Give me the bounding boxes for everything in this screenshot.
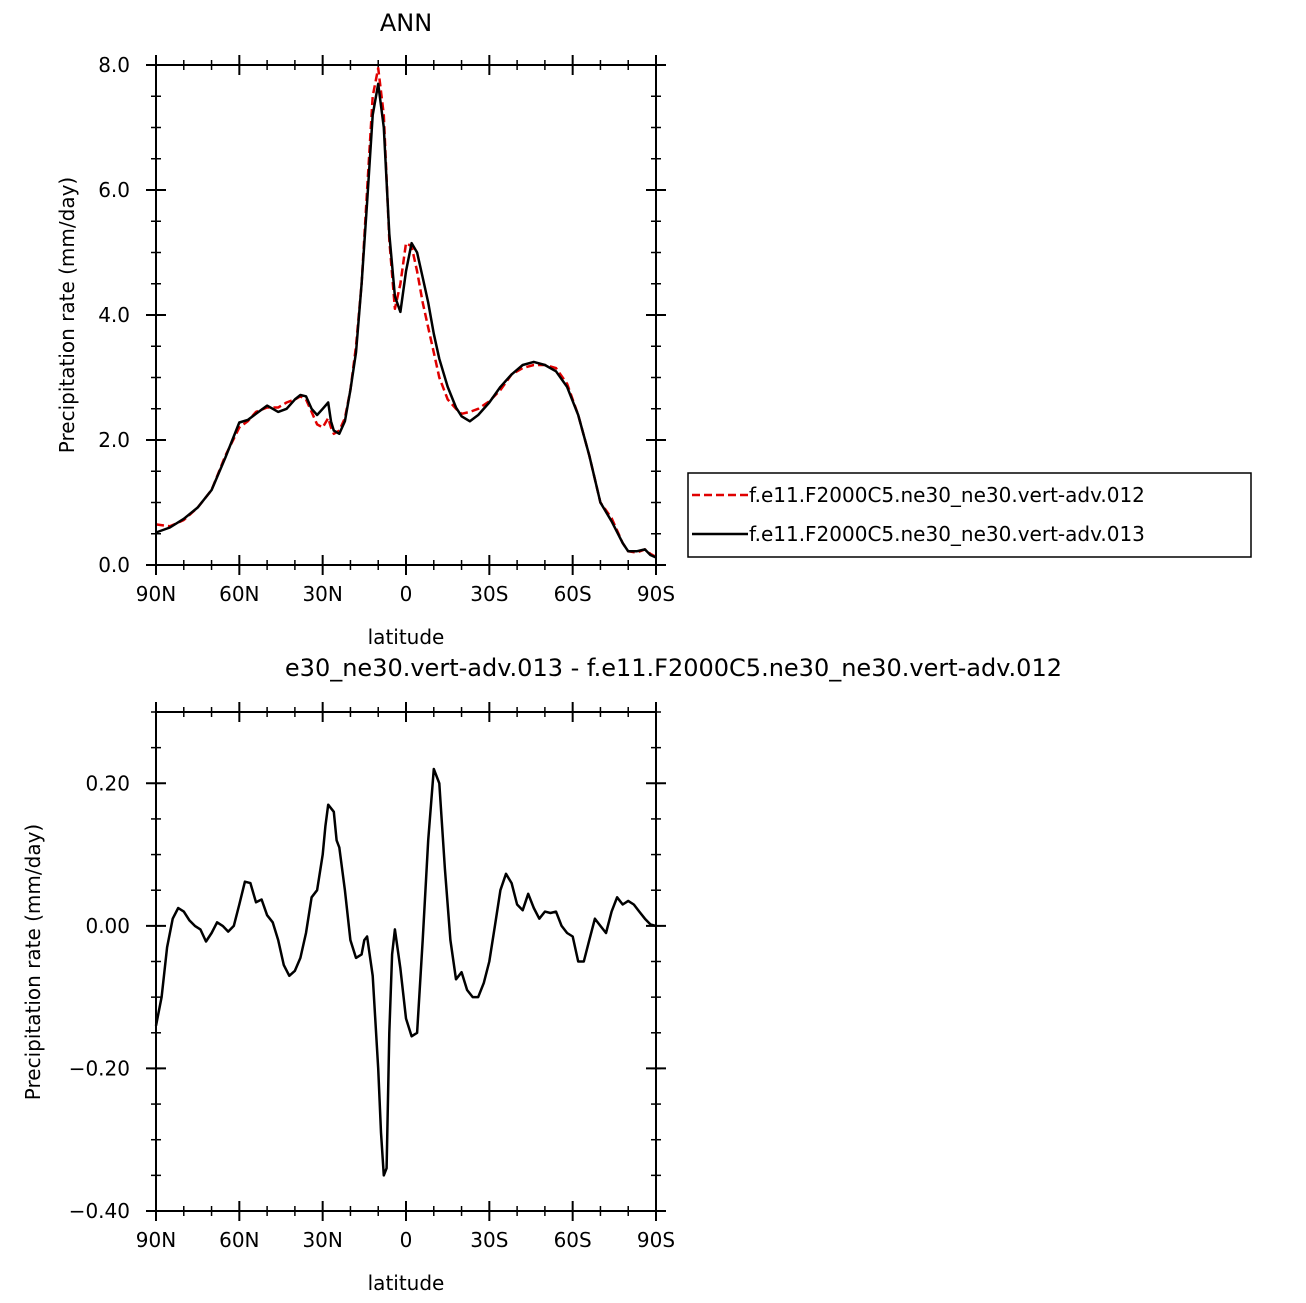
bottom-x-tick-label: 30N [302, 1228, 342, 1252]
top-series-line-0 [155, 66, 657, 558]
top-plot-frame [155, 64, 657, 566]
top-y-tick-label: 8.0 [98, 53, 130, 77]
bottom-x-tick-label: 60S [554, 1228, 592, 1252]
top-series-line-1 [155, 82, 657, 559]
top-y-tick-label: 6.0 [98, 178, 130, 202]
legend-box [687, 472, 1252, 558]
top-panel: ANN latitude Precipitation rate (mm/day)… [55, 9, 675, 649]
bottom-x-tick-label: 90S [637, 1228, 675, 1252]
top-panel-title: ANN [380, 9, 432, 37]
bottom-panel: e30_ne30.vert-adv.013 - f.e11.F2000C5.ne… [21, 654, 1062, 1295]
bottom-panel-title: e30_ne30.vert-adv.013 - f.e11.F2000C5.ne… [285, 654, 1062, 682]
legend: f.e11.F2000C5.ne30_ne30.vert-adv.012 f.e… [687, 472, 1252, 558]
top-tick-labels: 90N 60N 30N 0 30S 60S 90S 0.0 2.0 4.0 6.0 8.0 [98, 53, 675, 606]
top-y-tick-label: 2.0 [98, 428, 130, 452]
bottom-x-tick-label: 0 [400, 1228, 413, 1252]
bottom-plot-frame [155, 711, 657, 1212]
bottom-x-tick-label: 60N [219, 1228, 259, 1252]
top-x-tick-label: 30N [302, 582, 342, 606]
top-x-tick-label: 0 [400, 582, 413, 606]
top-ticks [146, 55, 666, 575]
top-x-axis-title: latitude [368, 625, 445, 649]
top-x-tick-label: 30S [470, 582, 508, 606]
bottom-y-tick-label: 0.20 [85, 771, 130, 795]
top-x-tick-label: 60N [219, 582, 259, 606]
top-y-tick-label: 4.0 [98, 303, 130, 327]
bottom-x-tick-label: 90N [136, 1228, 176, 1252]
bottom-x-axis-title: latitude [368, 1271, 445, 1295]
top-x-tick-label: 90S [637, 582, 675, 606]
bottom-y-tick-label: 0.00 [85, 914, 130, 938]
bottom-ticks [146, 702, 666, 1221]
top-x-tick-label: 60S [554, 582, 592, 606]
legend-label-013: f.e11.F2000C5.ne30_ne30.vert-adv.013 [749, 522, 1145, 546]
bottom-x-tick-label: 30S [470, 1228, 508, 1252]
top-y-tick-label: 0.0 [98, 553, 130, 577]
top-x-tick-label: 90N [136, 582, 176, 606]
bottom-y-tick-label: −0.20 [69, 1056, 130, 1080]
bottom-series-line-0 [154, 767, 657, 1177]
bottom-y-tick-label: −0.40 [69, 1199, 130, 1223]
bottom-tick-labels: 90N 60N 30N 0 30S 60S 90S −0.40 −0.20 0.00 0.20 [69, 771, 675, 1252]
top-series-group [155, 66, 657, 559]
bottom-y-axis-title: Precipitation rate (mm/day) [21, 824, 45, 1100]
legend-label-012: f.e11.F2000C5.ne30_ne30.vert-adv.012 [749, 483, 1145, 507]
top-y-axis-title: Precipitation rate (mm/day) [55, 177, 79, 453]
bottom-series-group [154, 767, 657, 1177]
